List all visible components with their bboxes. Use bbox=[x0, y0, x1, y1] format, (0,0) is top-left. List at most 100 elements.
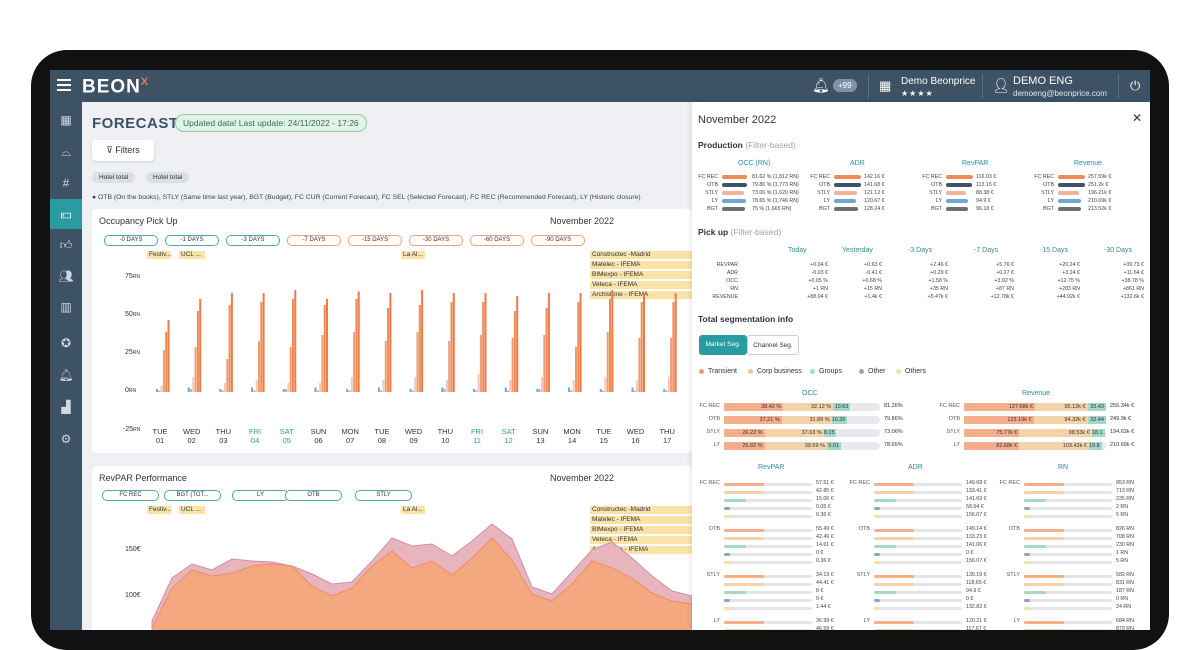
seg-row-label: STLY bbox=[946, 429, 960, 435]
series-pill[interactable]: BGT (TOT... bbox=[164, 490, 221, 501]
filter-chip[interactable]: Hotel total bbox=[146, 172, 190, 183]
production-bar bbox=[1058, 191, 1080, 195]
power-icon[interactable]: ⏻ bbox=[1130, 78, 1141, 93]
seg-value: 25.82 % bbox=[724, 442, 765, 450]
pickup-bar bbox=[414, 377, 417, 392]
production-bar bbox=[834, 207, 859, 211]
filter-chip[interactable]: Hotel total bbox=[92, 172, 136, 183]
production-bar bbox=[1058, 175, 1086, 179]
y-tick-value: 0 bbox=[125, 387, 129, 394]
bottom-bar bbox=[1024, 545, 1046, 548]
sidebar-grid-icon[interactable]: ▦ bbox=[60, 113, 72, 127]
pickup-bar bbox=[674, 293, 677, 392]
pickup-bar bbox=[192, 377, 195, 392]
sidebar-building-icon[interactable]: ▥ bbox=[60, 300, 72, 314]
user-name[interactable]: DEMO ENG bbox=[1013, 75, 1073, 87]
pickup-row-label: REVENUE bbox=[712, 294, 738, 300]
bottom-bar bbox=[724, 483, 764, 486]
bottom-bar bbox=[874, 591, 896, 594]
legend-dot bbox=[748, 368, 753, 374]
days-pill[interactable]: -30 DAYS bbox=[409, 235, 463, 246]
bottom-value: 36.99 € bbox=[816, 618, 834, 624]
hotel-stars: ★★★★ bbox=[901, 89, 934, 98]
hotel-name[interactable]: Demo Beonprice bbox=[901, 76, 976, 87]
pickup-bar bbox=[448, 341, 451, 392]
sidebar-hash-icon[interactable]: # bbox=[62, 176, 70, 190]
pickup-bar bbox=[441, 387, 444, 392]
close-icon[interactable]: ✕ bbox=[1132, 111, 1143, 125]
bottom-track bbox=[874, 607, 962, 610]
sidebar-badge-icon[interactable]: ✪ bbox=[60, 336, 72, 350]
abbreviation-legend: ● OTB (On the books), STLY (Same time la… bbox=[92, 194, 641, 201]
bottom-track bbox=[1024, 483, 1112, 486]
sidebar-bell-icon[interactable]: 🔔︎ bbox=[58, 368, 74, 382]
legend-label: Groups bbox=[819, 368, 842, 375]
seg-legend-item: Others bbox=[896, 368, 926, 375]
pickup-bar bbox=[282, 389, 285, 392]
sidebar-bar-chart-icon[interactable]: ▟ bbox=[61, 400, 71, 414]
series-pill[interactable]: FC REC bbox=[102, 490, 159, 501]
pickup-bar bbox=[255, 380, 258, 392]
bottom-track bbox=[724, 499, 812, 502]
day-number: 16 bbox=[631, 436, 640, 445]
production-row-label: STLY bbox=[705, 190, 718, 196]
seg-legend-item: Groups bbox=[810, 368, 842, 375]
day-name: TUE bbox=[152, 427, 168, 436]
app-logo[interactable]: BEONX bbox=[82, 76, 149, 98]
day-name: MON bbox=[341, 427, 359, 436]
menu-icon[interactable] bbox=[57, 79, 71, 91]
tab-market-seg[interactable]: Market Seg. bbox=[699, 335, 747, 355]
occ-title: OCC bbox=[802, 390, 818, 397]
y-tick-unit: RN bbox=[128, 388, 137, 394]
days-pill[interactable]: -90 DAYS bbox=[531, 235, 585, 246]
days-pill[interactable]: -15 DAYS bbox=[348, 235, 402, 246]
filters-button[interactable]: ⊽ Filters bbox=[92, 140, 154, 161]
pickup-bar bbox=[409, 389, 412, 392]
pickup-bar bbox=[314, 387, 317, 392]
pickup-bar bbox=[260, 302, 263, 392]
sidebar-thumb-icon[interactable]: 👍︎ bbox=[59, 238, 73, 252]
sidebar-users-icon[interactable]: 👥︎ bbox=[58, 269, 74, 283]
days-pill[interactable]: -0 DAYS bbox=[104, 235, 158, 246]
bottom-group-title: ADR bbox=[908, 464, 923, 471]
seg-row-label: FC REC bbox=[699, 403, 720, 409]
sidebar-gear-icon[interactable]: ⚙ bbox=[60, 432, 72, 446]
day-name: WED bbox=[404, 427, 423, 436]
seg-value: 39.59 % bbox=[764, 442, 827, 450]
notification-count[interactable]: +99 bbox=[833, 79, 857, 92]
sidebar-cloche-icon[interactable]: ⌓ bbox=[61, 145, 71, 159]
pickup-bar bbox=[411, 390, 414, 392]
bottom-bar bbox=[1024, 553, 1030, 556]
event-label: UCL ... bbox=[179, 506, 205, 514]
bottom-value: 149.14 € bbox=[966, 526, 987, 532]
sidebar-money-icon[interactable]: 💵︎ bbox=[50, 199, 82, 229]
notifications-bell-icon[interactable]: 🔔︎ bbox=[812, 77, 830, 93]
seg-total: 78.65% bbox=[884, 442, 903, 448]
event-label: Festiv... bbox=[147, 251, 171, 259]
day-number: 08 bbox=[377, 436, 387, 445]
bottom-row-label: LY bbox=[863, 618, 870, 624]
production-row-value: 142.16 € bbox=[864, 174, 885, 180]
pickup-bar bbox=[611, 290, 614, 392]
days-pill[interactable]: -60 DAYS bbox=[470, 235, 524, 246]
seg-value: 123.19k € bbox=[964, 416, 1034, 424]
bottom-value: 0.36 € bbox=[816, 512, 831, 518]
pickup-bar bbox=[387, 308, 390, 392]
series-pill[interactable]: STLY bbox=[355, 490, 412, 501]
days-pill[interactable]: -1 DAYS bbox=[165, 235, 219, 246]
pickup-bar bbox=[355, 299, 358, 392]
bottom-track bbox=[724, 575, 812, 578]
days-pill[interactable]: -7 DAYS bbox=[287, 235, 341, 246]
day-name: TUE bbox=[374, 427, 390, 436]
bottom-row-label: STLY bbox=[1006, 572, 1020, 578]
bottom-value: 149.68 € bbox=[966, 480, 987, 486]
production-row-label: STLY bbox=[1041, 190, 1054, 196]
pickup-bar bbox=[636, 380, 639, 392]
seg-total: 256.34k € bbox=[1110, 403, 1135, 409]
bottom-bar bbox=[1024, 499, 1046, 502]
tab-channel-seg[interactable]: Channel Seg. bbox=[747, 335, 799, 355]
series-pill[interactable]: OTB bbox=[285, 490, 342, 501]
bottom-value: 132.82 € bbox=[966, 604, 987, 610]
days-pill[interactable]: -3 DAYS bbox=[226, 235, 280, 246]
bottom-track bbox=[724, 483, 812, 486]
